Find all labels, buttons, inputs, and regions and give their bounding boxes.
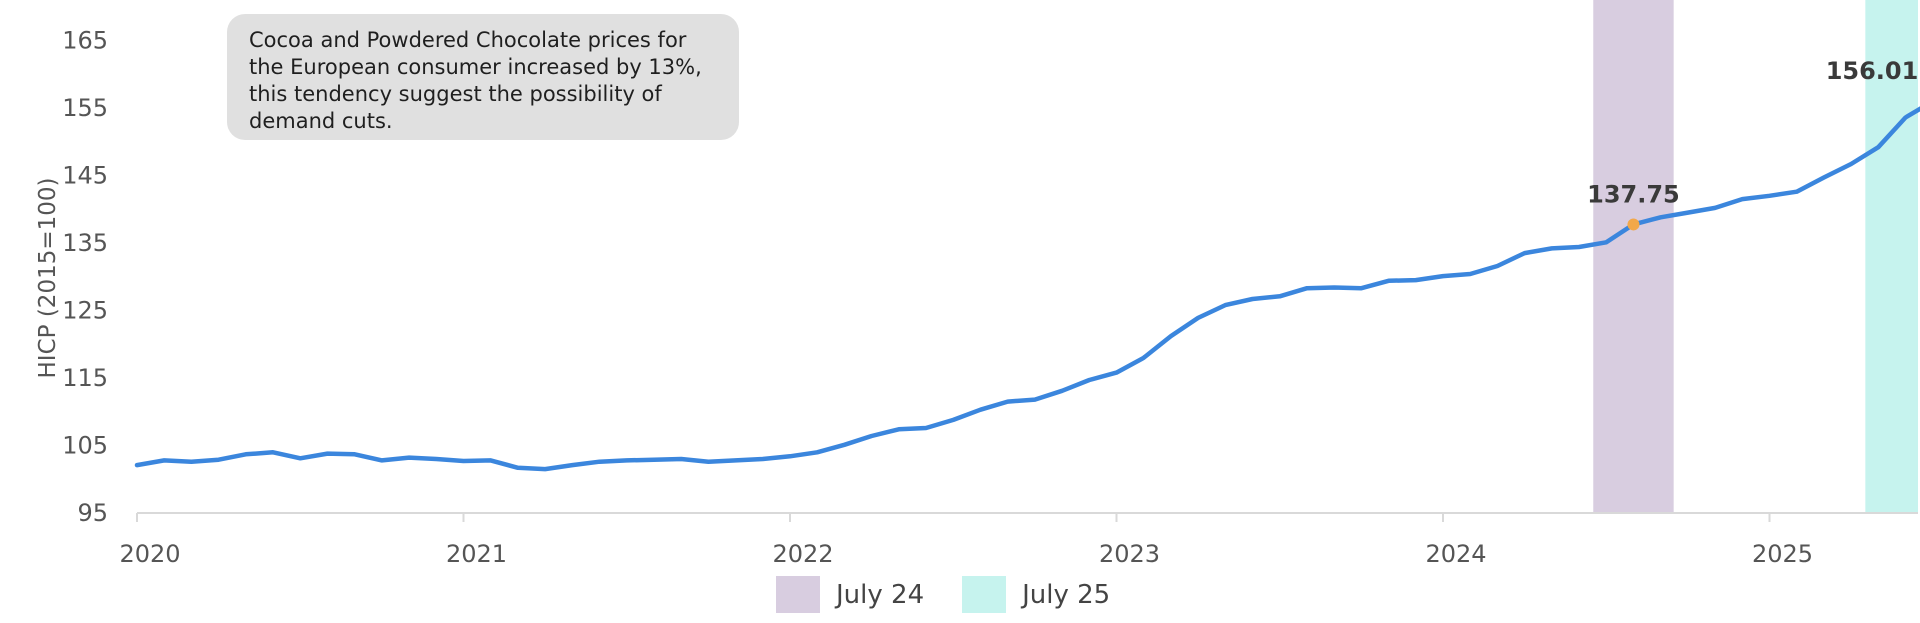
- legend-label: July 24: [836, 579, 925, 610]
- highlight-bands: [1593, 0, 1918, 513]
- y-axis-title: HICP (2015=100): [35, 178, 61, 379]
- y-tick-label: 145: [62, 162, 108, 190]
- legend-label: July 25: [1022, 579, 1111, 610]
- y-tick-label: 155: [62, 94, 108, 122]
- highlight-band-2: [1865, 0, 1918, 513]
- y-tick-label: 135: [62, 229, 108, 257]
- legend-swatch-july-24: [776, 576, 820, 613]
- legend-item-july-24: July 24: [776, 576, 924, 613]
- x-tick-label: 2023: [1099, 540, 1160, 568]
- highlight-band-1: [1593, 0, 1674, 513]
- y-tick-label: 115: [62, 364, 108, 392]
- point-value-label: 137.75: [1587, 180, 1680, 208]
- x-tick-label: 2021: [446, 540, 507, 568]
- y-tick-label: 95: [77, 499, 108, 527]
- x-tick-label: 2022: [772, 540, 833, 568]
- legend-item-july-25: July 25: [962, 576, 1110, 613]
- x-tick-label: 2025: [1752, 540, 1813, 568]
- legend-swatch-july-25: [962, 576, 1007, 613]
- highlighted-point: [1627, 218, 1640, 231]
- annotation-text: Cocoa and Powdered Chocolate prices for …: [249, 28, 702, 133]
- y-tick-label: 165: [62, 27, 108, 55]
- y-tick-label: 125: [62, 297, 108, 325]
- annotation-box: Cocoa and Powdered Chocolate prices for …: [227, 14, 739, 140]
- point-value-label: 156.01: [1826, 57, 1919, 85]
- x-tick-label: 2024: [1425, 540, 1486, 568]
- tick-labels: 95 105 115 125 135 145 155 165 2020 2021 2022 2023 2…: [62, 27, 1813, 569]
- legend: July 24 July 25: [776, 576, 1148, 613]
- x-tick-label: 2020: [119, 540, 180, 568]
- y-tick-label: 105: [62, 432, 108, 460]
- axes: [136, 512, 1918, 522]
- highlighted-points: 137.75 156.01: [1587, 57, 1919, 231]
